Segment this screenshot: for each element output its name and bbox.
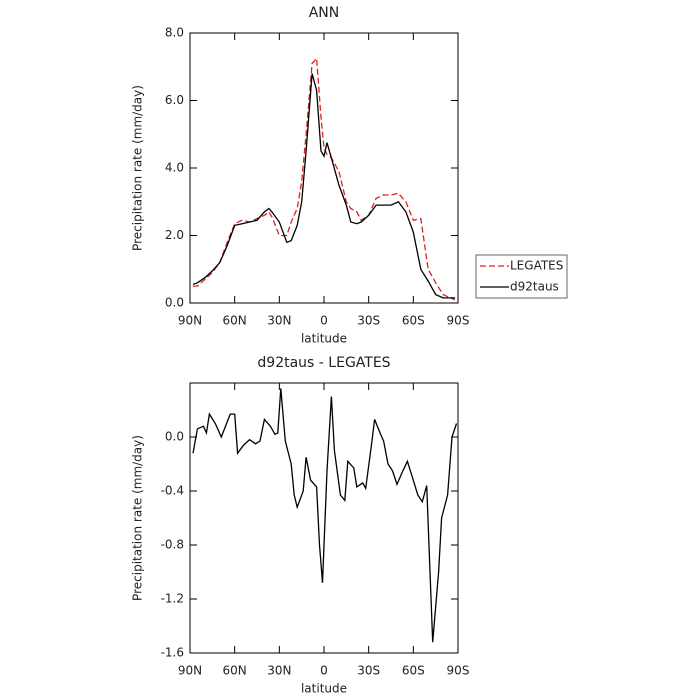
y-tick-label: -0.4 [161, 484, 184, 498]
x-tick-label: 90N [178, 314, 202, 328]
chart-title: d92taus - LEGATES [257, 355, 390, 371]
x-tick-label: 90S [447, 314, 470, 328]
y-tick-label: 4.0 [165, 161, 184, 175]
x-tick-label: 60S [402, 314, 425, 328]
x-tick-label: 30N [267, 314, 291, 328]
legend-label: d92taus [510, 280, 559, 294]
data-line [192, 388, 458, 643]
y-axis-label: Precipitation rate (mm/day) [131, 435, 145, 601]
x-tick-label: 90S [447, 664, 470, 678]
x-axis-label: latitude [301, 332, 347, 346]
x-tick-label: 0 [320, 314, 328, 328]
legend-label: LEGATES [510, 259, 563, 273]
y-tick-label: 8.0 [165, 26, 184, 40]
x-tick-label: 0 [320, 664, 328, 678]
x-tick-label: 30S [357, 314, 380, 328]
x-tick-label: 60N [223, 664, 247, 678]
x-tick-label: 90N [178, 664, 202, 678]
x-tick-label: 60N [223, 314, 247, 328]
x-axis-label: latitude [301, 682, 347, 696]
x-tick-label: 30N [267, 664, 291, 678]
plot-frame [189, 382, 459, 654]
y-tick-label: -1.2 [161, 592, 184, 606]
y-tick-label: 6.0 [165, 93, 184, 107]
plot-frame [189, 32, 459, 304]
y-tick-label: 0.0 [165, 430, 184, 444]
x-tick-label: 60S [402, 664, 425, 678]
y-axis-label: Precipitation rate (mm/day) [131, 85, 145, 251]
data-line [192, 73, 455, 299]
legend-box [475, 254, 568, 299]
y-tick-label: -0.8 [161, 538, 184, 552]
chart-title: ANN [309, 5, 340, 21]
y-tick-label: 2.0 [165, 228, 184, 242]
y-tick-label: -1.6 [161, 646, 184, 660]
y-tick-label: 0.0 [165, 296, 184, 310]
x-tick-label: 30S [357, 664, 380, 678]
data-line [193, 56, 456, 301]
